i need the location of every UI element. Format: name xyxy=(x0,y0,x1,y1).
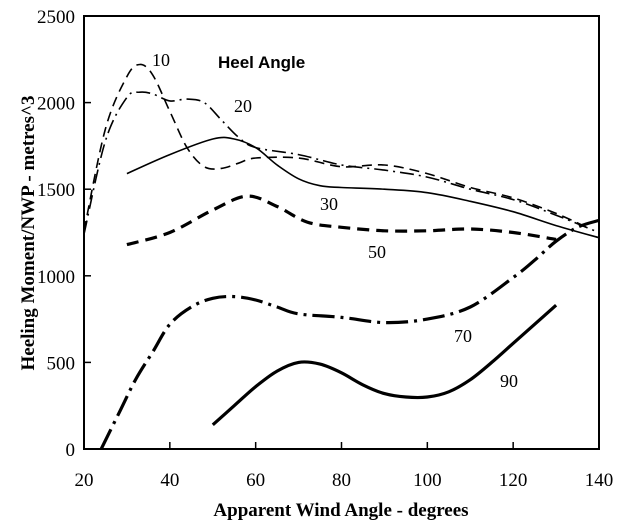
x-tick-label: 60 xyxy=(246,470,265,491)
series-line-50 xyxy=(127,196,556,245)
series-label-10: 10 xyxy=(152,50,170,70)
series-line-20 xyxy=(84,92,599,234)
legend-title: Heel Angle xyxy=(218,53,305,72)
plot-frame xyxy=(84,16,599,449)
y-tick-label: 2500 xyxy=(37,7,75,28)
y-tick-label: 1000 xyxy=(37,267,75,288)
x-tick-label: 140 xyxy=(585,470,614,491)
series-label-20: 20 xyxy=(234,96,252,116)
x-tick-label: 20 xyxy=(75,470,94,491)
series-line-30 xyxy=(127,137,599,237)
y-tick-label: 1500 xyxy=(37,180,75,201)
series-line-90 xyxy=(213,305,556,425)
series-label-90: 90 xyxy=(500,371,518,391)
y-axis-title: Heeling Moment/NWP - metres^3 xyxy=(18,95,39,370)
series-label-30: 30 xyxy=(320,194,338,214)
series-label-50: 50 xyxy=(368,242,386,262)
y-tick-label: 500 xyxy=(47,353,76,374)
x-tick-label: 120 xyxy=(499,470,528,491)
x-tick-label: 80 xyxy=(332,470,351,491)
y-tick-label: 2000 xyxy=(37,94,75,115)
axis-ticks: 20 40 60 80 100 120 140 0 500 1000 1500 2000 2500 xyxy=(37,7,613,491)
x-tick-label: 40 xyxy=(160,470,179,491)
x-tick-label: 100 xyxy=(413,470,442,491)
series-label-70: 70 xyxy=(454,326,472,346)
series-layer xyxy=(84,64,599,449)
x-axis-title: Apparent Wind Angle - degrees xyxy=(213,500,468,521)
y-tick-label: 0 xyxy=(66,440,76,461)
